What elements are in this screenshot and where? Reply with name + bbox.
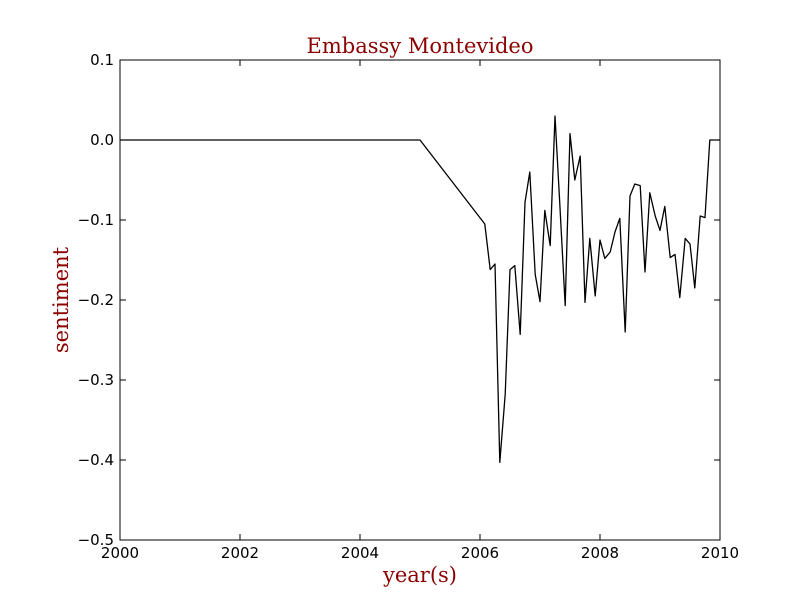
x-tick-label: 2004 <box>341 544 379 562</box>
y-tick-label: −0.4 <box>78 451 114 469</box>
plot-frame <box>119 59 721 541</box>
y-axis-title: sentiment <box>49 246 73 353</box>
x-axis-title: year(s) <box>382 563 457 587</box>
y-tick-label: −0.5 <box>78 531 114 549</box>
y-tick-label: −0.3 <box>78 371 114 389</box>
series-line-0 <box>120 115 720 464</box>
x-tick-label: 2008 <box>581 544 619 562</box>
x-tick-label: 2000 <box>101 544 139 562</box>
y-tick-label: 0.0 <box>90 131 114 149</box>
chart-title: Embassy Montevideo <box>307 34 534 58</box>
y-tick-label: −0.2 <box>78 291 114 309</box>
x-tick-label: 2006 <box>461 544 499 562</box>
y-tick-label: 0.1 <box>90 51 114 69</box>
x-tick-label: 2010 <box>701 544 739 562</box>
x-tick-label: 2002 <box>221 544 259 562</box>
y-tick-label: −0.1 <box>78 211 114 229</box>
